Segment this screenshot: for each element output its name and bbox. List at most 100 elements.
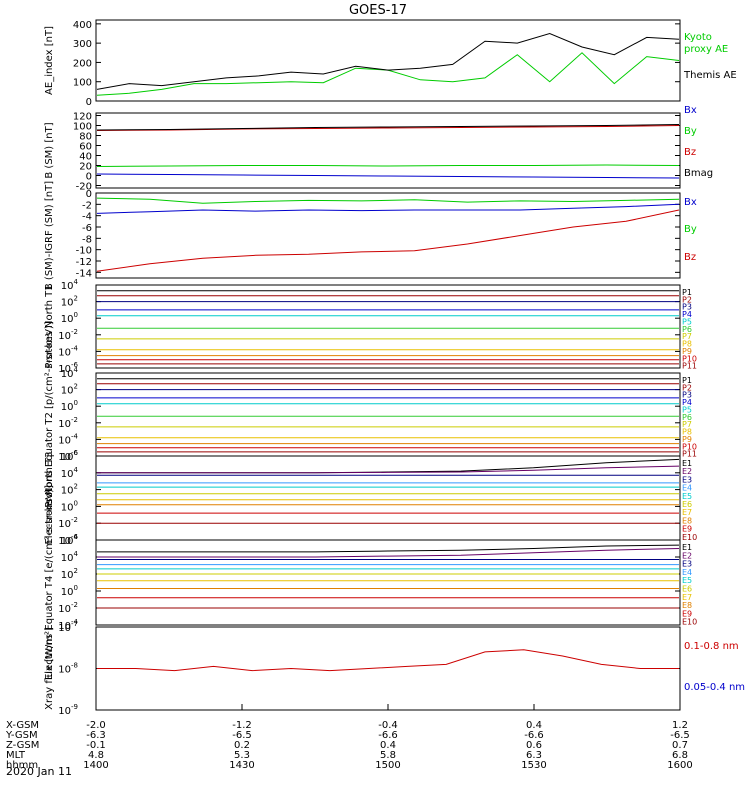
y-tick-label: 100 xyxy=(61,399,78,413)
legend-label: E8 xyxy=(682,601,692,610)
y-tick-label: 10-4 xyxy=(58,432,78,446)
y-tick-label: 104 xyxy=(61,466,79,480)
legend-label: 0.05-0.4 nm xyxy=(684,682,745,693)
orbit-value: -6.6 xyxy=(378,730,398,741)
legend-label: P9 xyxy=(682,347,692,356)
orbit-value: 4.8 xyxy=(88,750,104,761)
legend-label: Bmag xyxy=(684,168,713,179)
legend-label: P3 xyxy=(682,391,692,400)
y-tick-label: 100 xyxy=(61,584,78,598)
orbit-row-label: MLT xyxy=(6,750,26,761)
legend-label: P2 xyxy=(682,295,692,304)
legend-label: E5 xyxy=(682,492,692,501)
legend-label: E10 xyxy=(682,618,697,627)
series-line-e1 xyxy=(97,544,680,553)
y-axis-label: Electrons North T3 xyxy=(44,451,55,544)
legend-label: E10 xyxy=(682,533,697,542)
orbit-value: -6.3 xyxy=(86,730,106,741)
series-line-bx xyxy=(96,173,680,179)
y-tick-label: 0 xyxy=(86,97,92,108)
legend-label: 0.1-0.8 nm xyxy=(684,641,739,652)
y-tick-label: 102 xyxy=(61,383,78,397)
y-tick-label: 10-6 xyxy=(58,449,78,463)
y-axis-label: B (SM)-IGRF (SM) [nT] xyxy=(44,181,55,290)
orbit-value: 0.2 xyxy=(234,740,250,751)
y-tick-label: 100 xyxy=(73,122,92,133)
orbit-value: -0.1 xyxy=(86,740,106,751)
y-tick-label: 10-4 xyxy=(58,533,78,547)
y-tick-label: 10-9 xyxy=(58,703,78,717)
orbit-value: 0.7 xyxy=(672,740,688,751)
series-line-e2 xyxy=(97,465,680,474)
y-axis-label: Protons North T1 xyxy=(44,284,55,368)
date-label: 2020 Jan 11 xyxy=(6,765,72,778)
y-tick-label: 104 xyxy=(61,550,79,564)
legend-label: P10 xyxy=(682,442,697,451)
orbit-value: -6.5 xyxy=(232,730,252,741)
y-tick-label: 100 xyxy=(61,311,78,325)
legend-label: P5 xyxy=(682,405,692,414)
legend-label: E8 xyxy=(682,516,692,525)
orbit-value: 5.3 xyxy=(234,750,250,761)
legend-label: P11 xyxy=(682,450,697,459)
orbit-value: -0.4 xyxy=(378,720,398,731)
panel-frame xyxy=(95,539,681,626)
y-tick-label: 10-8 xyxy=(58,662,78,676)
legend-label: E9 xyxy=(682,609,692,618)
orbit-value: 0.4 xyxy=(380,740,396,751)
legend-label: P8 xyxy=(682,340,692,349)
orbit-value: 1500 xyxy=(375,760,400,771)
y-axis-label: Protons Equator T2 [p/(cm²-s-sr-keV)] xyxy=(44,321,55,508)
y-tick-label: -4 xyxy=(82,212,92,223)
legend-label: By xyxy=(684,126,697,137)
orbit-row-label: hhmm xyxy=(6,760,38,771)
y-tick-label: 10-2 xyxy=(58,516,78,530)
orbit-value: -2.0 xyxy=(86,720,106,731)
legend-label: P11 xyxy=(682,362,697,371)
y-tick-label: 60 xyxy=(79,142,92,153)
legend-label: Themis AE xyxy=(683,70,737,81)
series-line-bx xyxy=(96,203,680,214)
orbit-value: 1530 xyxy=(521,760,546,771)
orbit-value: 1600 xyxy=(667,760,692,771)
y-tick-label: 400 xyxy=(73,20,92,31)
legend-label: P4 xyxy=(682,310,692,319)
legend-label: P9 xyxy=(682,435,692,444)
legend-label: P6 xyxy=(682,325,692,334)
y-tick-label: 10-4 xyxy=(58,618,78,632)
y-tick-label: 100 xyxy=(73,78,92,89)
orbit-value: 1400 xyxy=(83,760,108,771)
y-axis-label: AE_index [nT] xyxy=(44,26,55,95)
series-line-e2 xyxy=(97,548,680,558)
legend-label: P7 xyxy=(682,420,692,429)
series-line-by xyxy=(96,164,680,167)
y-tick-label: -6 xyxy=(82,223,92,234)
orbit-value: 0.4 xyxy=(526,720,542,731)
legend-label: E2 xyxy=(682,467,692,476)
legend-label: P2 xyxy=(682,383,692,392)
series-line-0-1-0-8-nm xyxy=(97,649,679,672)
legend-label: E1 xyxy=(682,543,692,552)
legend-label: P7 xyxy=(682,332,692,341)
y-tick-label: 120 xyxy=(73,112,92,123)
y-axis-label: Electrons Equator T4 [e/(cm²-s-sr-keV)] xyxy=(44,485,55,680)
panel-frame xyxy=(95,284,681,369)
orbit-value: 1.2 xyxy=(672,720,688,731)
legend-label: Bz xyxy=(684,147,696,158)
legend-label: E3 xyxy=(682,560,692,569)
legend-label: E6 xyxy=(682,500,692,509)
legend-label: E7 xyxy=(682,593,692,602)
orbit-value: -1.2 xyxy=(232,720,252,731)
legend-label: P6 xyxy=(682,413,692,422)
y-tick-label: -14 xyxy=(76,268,92,279)
panel-frame xyxy=(95,112,681,189)
orbit-value: 0.6 xyxy=(526,740,542,751)
